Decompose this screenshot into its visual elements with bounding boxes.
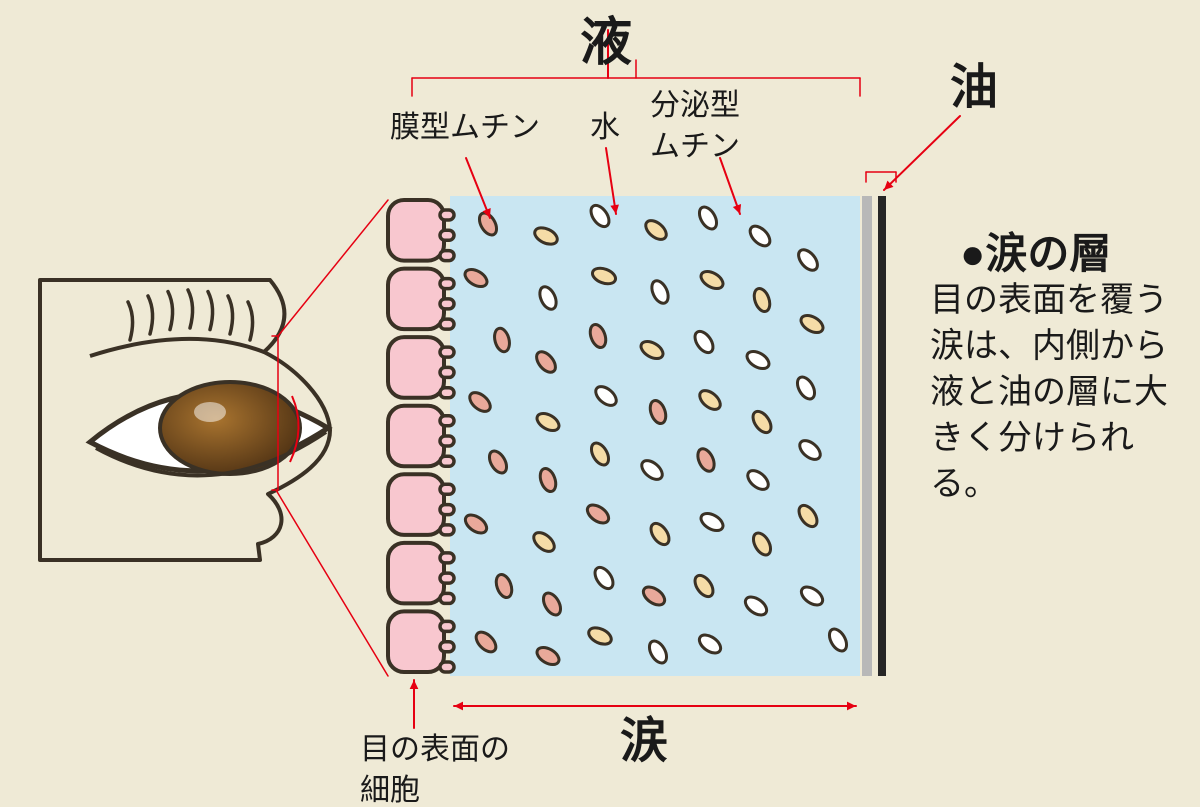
label-side_body: 目の表面を覆う 涙は、内側から 液と油の層に大 きく分けられる。 [930,278,1200,507]
label-water: 水 [590,108,620,149]
surface-cells [388,200,454,672]
label-tear_bottom: 涙 [620,710,668,775]
label-liquid_header: 液 [580,8,632,78]
label-oil_header: 油 [950,56,998,121]
label-cells_bottom: 目の表面の 細胞 [360,730,510,807]
diagram-stage: 液油膜型ムチン 水分泌型 ムチン涙 目の表面の 細胞 ●涙の層目の表面を覆う 涙は、内… [0,0,1200,807]
oil-layer-inner [862,196,872,676]
label-mucin_secret: 分泌型 ムチン [650,86,740,167]
label-side_title: ●涙の層 [960,226,1111,283]
oil-layer-outer [878,196,886,676]
label-mucin_membrane: 膜型ムチン [390,108,540,149]
eye-illustration [40,280,330,560]
